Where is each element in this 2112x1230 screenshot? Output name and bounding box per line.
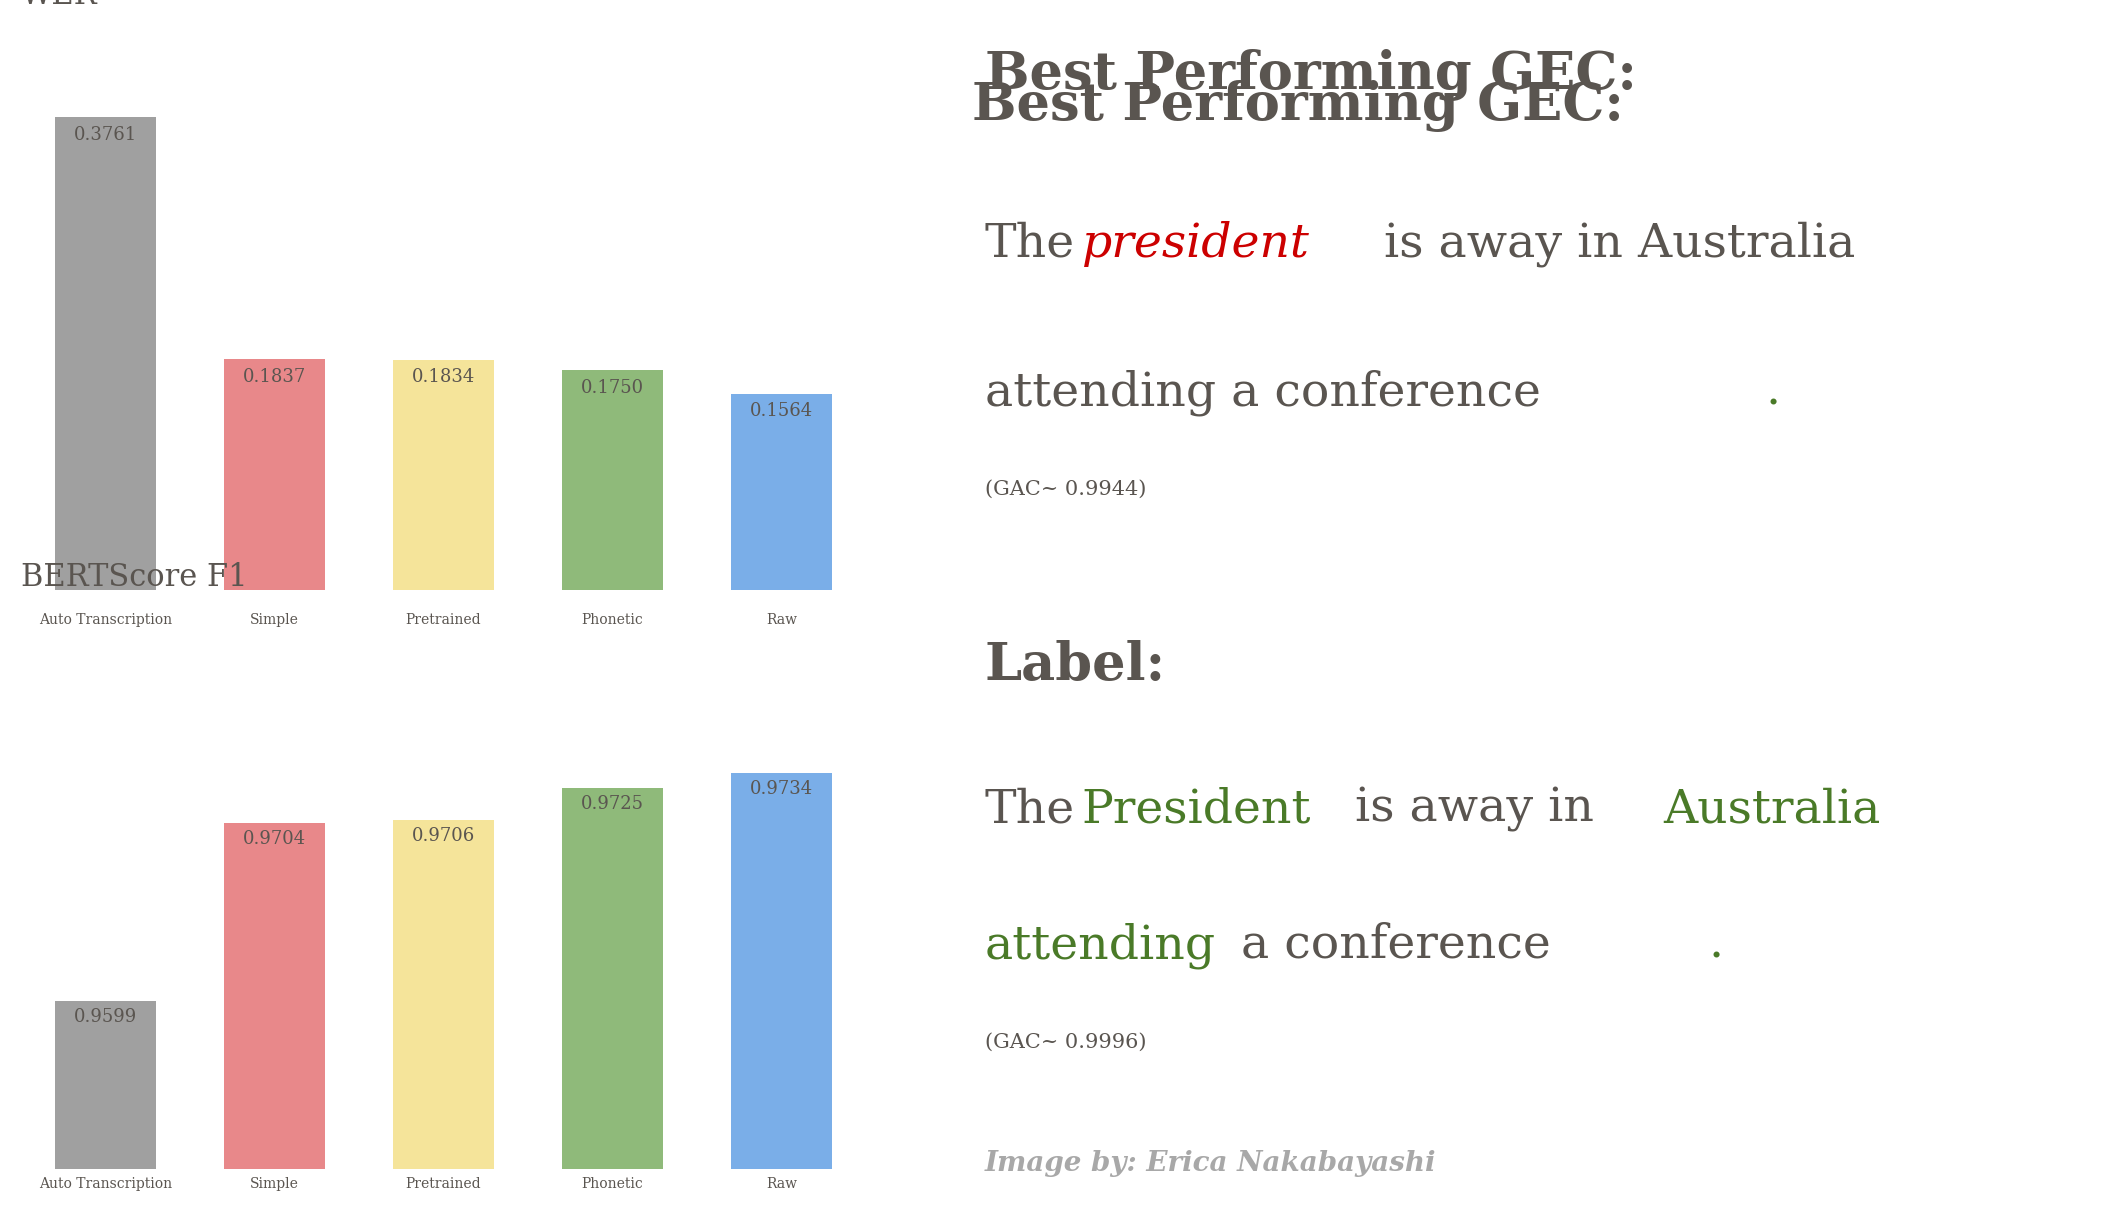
Bar (393, 820, 494, 1230)
Text: Simple: Simple (249, 613, 300, 627)
Text: (GAC~ 0.9944): (GAC~ 0.9944) (984, 480, 1147, 498)
Text: Best Performing GEC:: Best Performing GEC: (972, 80, 1624, 132)
Text: a conference: a conference (1242, 922, 1550, 968)
Text: Best Performing GEC:: Best Performing GEC: (984, 49, 1637, 101)
Text: Auto Transcription: Auto Transcription (38, 613, 173, 627)
Text: The: The (984, 787, 1075, 833)
Text: 0.3761: 0.3761 (74, 125, 137, 144)
Text: 0.1837: 0.1837 (243, 368, 306, 386)
Text: .: . (1766, 369, 1780, 415)
Text: (GAC~ 0.9996): (GAC~ 0.9996) (984, 1033, 1147, 1052)
Text: Pretrained: Pretrained (406, 1177, 482, 1191)
Text: president: president (1081, 221, 1309, 267)
Text: President: President (1081, 787, 1312, 833)
Text: .: . (1709, 922, 1723, 968)
Bar (224, 824, 325, 1230)
Text: 0.1564: 0.1564 (750, 402, 813, 421)
Bar (224, 359, 325, 590)
Bar (562, 788, 663, 1230)
Text: Phonetic: Phonetic (581, 613, 644, 627)
Text: The: The (984, 221, 1075, 267)
Text: WER: WER (21, 0, 97, 11)
Bar (55, 117, 156, 590)
Text: Pretrained: Pretrained (406, 613, 482, 627)
Text: 0.9704: 0.9704 (243, 830, 306, 849)
Text: Raw: Raw (767, 613, 796, 627)
Text: Simple: Simple (249, 1177, 300, 1191)
Text: BERTScore F1: BERTScore F1 (21, 562, 247, 593)
Text: attending: attending (984, 922, 1217, 969)
Text: Raw: Raw (767, 1177, 796, 1191)
Text: 0.9734: 0.9734 (750, 780, 813, 797)
Text: is away in Australia: is away in Australia (1383, 221, 1854, 267)
Text: is away in: is away in (1356, 787, 1595, 833)
Bar (731, 394, 832, 590)
Text: Phonetic: Phonetic (581, 1177, 644, 1191)
Text: 0.9599: 0.9599 (74, 1007, 137, 1026)
Text: 0.1834: 0.1834 (412, 368, 475, 386)
Text: 0.9725: 0.9725 (581, 795, 644, 813)
Bar (55, 1001, 156, 1230)
Bar (562, 370, 663, 590)
Text: Image by: Erica Nakabayashi: Image by: Erica Nakabayashi (984, 1150, 1436, 1177)
Text: 0.9706: 0.9706 (412, 827, 475, 845)
Text: 0.1750: 0.1750 (581, 379, 644, 397)
Text: Australia: Australia (1664, 787, 1880, 833)
Bar (393, 359, 494, 590)
Text: attending a conference: attending a conference (984, 369, 1540, 416)
Bar (731, 772, 832, 1230)
Text: Auto Transcription: Auto Transcription (38, 1177, 173, 1191)
Text: Label:: Label: (984, 640, 1166, 690)
